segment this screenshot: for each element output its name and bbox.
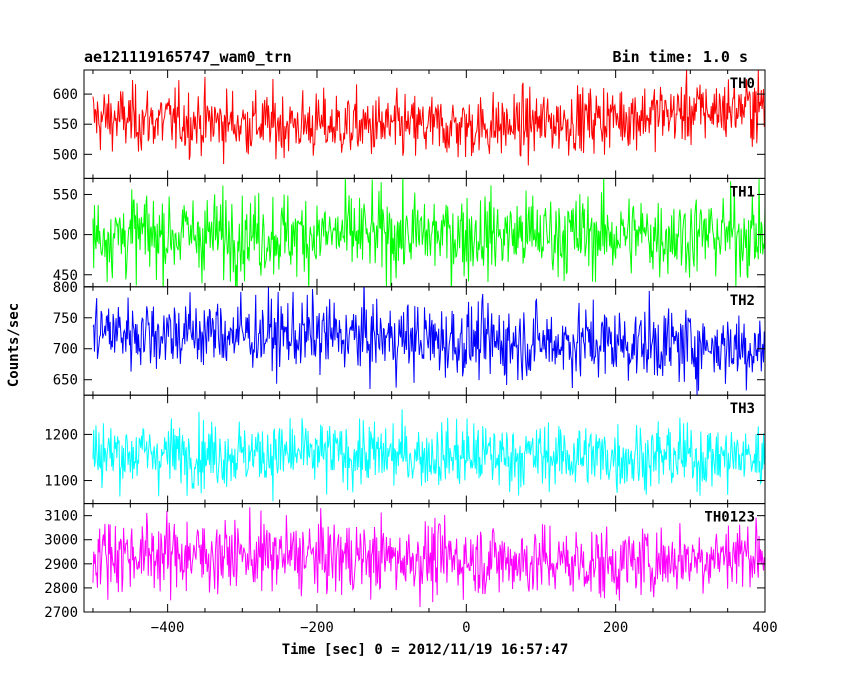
y-tick-label: 2900	[44, 557, 78, 573]
series-line-th0123	[92, 507, 765, 607]
y-tick-label: 800	[53, 280, 78, 296]
series-name-label: TH3	[730, 401, 755, 417]
y-tick-label: 550	[53, 117, 78, 133]
x-tick-label: −400	[151, 620, 185, 636]
y-tick-label: 2800	[44, 581, 78, 597]
y-axis-label: Counts/sec	[6, 303, 22, 387]
panel-th0123: 2700 2800 2900 3000 3100 TH0123	[44, 503, 766, 621]
series-line-th0	[92, 70, 765, 166]
y-tick-label: 700	[53, 342, 78, 358]
panel-frame	[83, 503, 766, 613]
x-tick-label: 200	[603, 620, 628, 636]
x-tick-label: 400	[752, 620, 777, 636]
y-tick-label: 1100	[44, 474, 78, 490]
series-line-th1	[92, 178, 765, 287]
y-tick-label: 2700	[44, 605, 78, 621]
y-tick-label: 3000	[44, 533, 78, 549]
y-tick-label: 600	[53, 87, 78, 103]
y-tick-label: 650	[53, 373, 78, 389]
y-tick-label: 450	[53, 268, 78, 284]
y-tick-label: 1200	[44, 427, 78, 443]
series-name-label: TH1	[730, 184, 755, 200]
y-tick-label: 750	[53, 311, 78, 327]
series-line-th3	[92, 409, 765, 502]
y-tick-label: 500	[53, 147, 78, 163]
series-line-th2	[92, 286, 765, 396]
panels-group: 500 550 600 TH0 450 500 550 TH1 650 700 750 800 TH2 1…	[44, 69, 778, 636]
series-name-label: TH0123	[704, 510, 755, 526]
panel-th0: 500 550 600 TH0	[53, 69, 766, 179]
series-name-label: TH0	[730, 76, 755, 92]
panel-th1: 450 500 550 TH1	[53, 177, 766, 288]
y-tick-label: 550	[53, 187, 78, 203]
panel-th3: 1100 1200 TH3	[44, 394, 766, 505]
bin-time-label: Bin time: 1.0 s	[613, 48, 748, 66]
x-axis-label: Time [sec] 0 = 2012/11/19 16:57:47	[282, 642, 569, 658]
y-tick-label: 500	[53, 228, 78, 244]
x-tick-label: −200	[300, 620, 334, 636]
panel-th2: 650 700 750 800 TH2	[53, 280, 766, 396]
y-tick-label: 3100	[44, 509, 78, 525]
chart-title: ae121119165747_wam0_trn	[84, 48, 292, 66]
series-name-label: TH2	[730, 293, 755, 309]
x-tick-label: 0	[462, 620, 470, 636]
